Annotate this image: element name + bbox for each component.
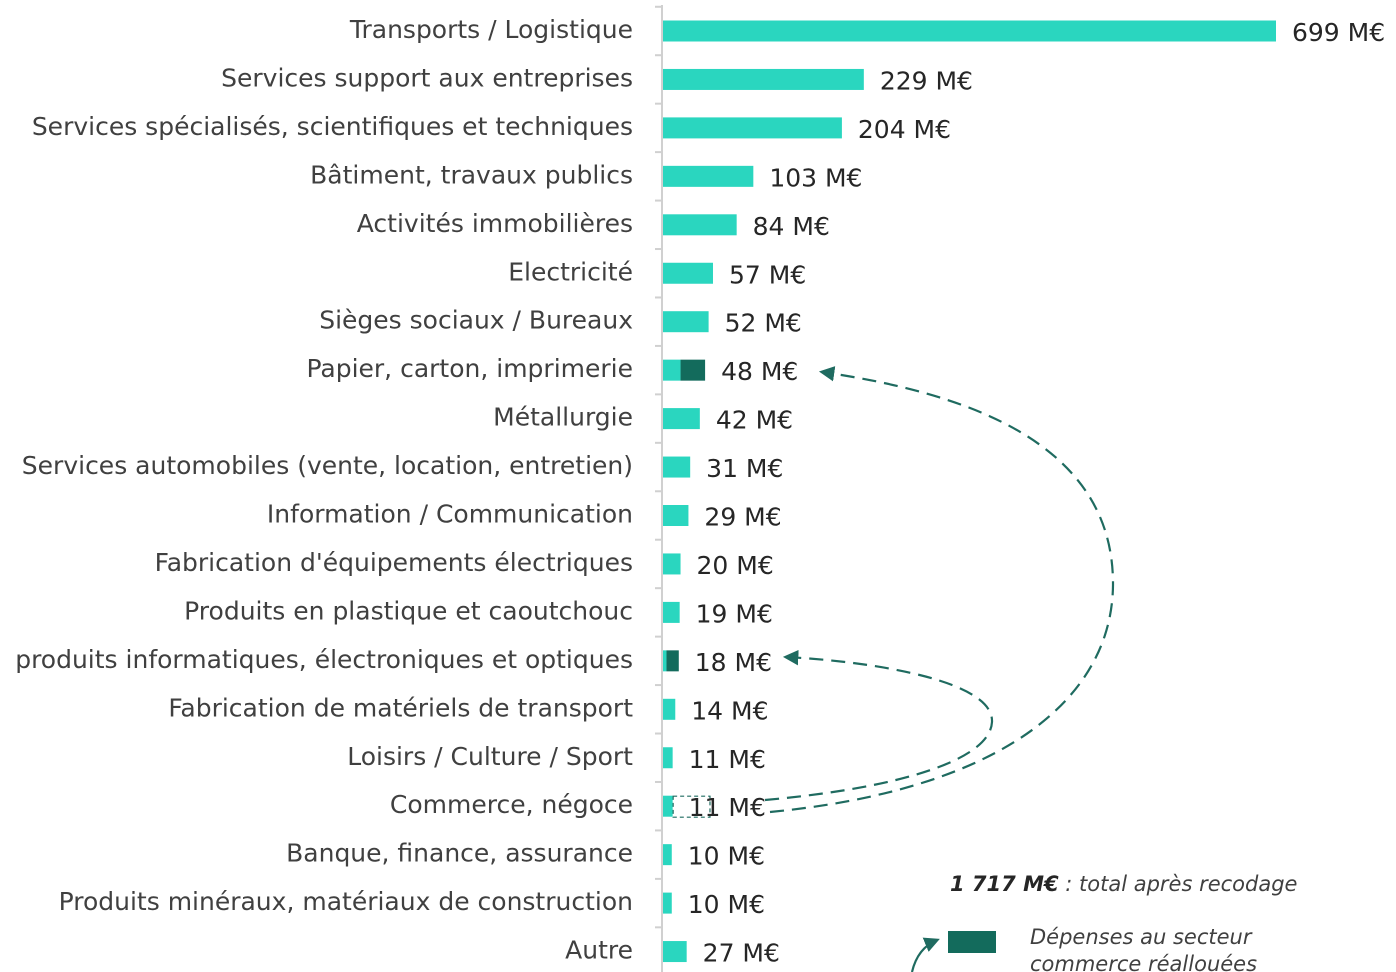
- category-label: Produits en plastique et caoutchouc: [184, 596, 633, 625]
- bar: [663, 117, 842, 139]
- removed-segment: [672, 795, 711, 818]
- bar: [663, 262, 713, 284]
- category-label: Papier, carton, imprimerie: [306, 354, 633, 383]
- value-label: 204 M€: [858, 115, 951, 144]
- bar: [663, 214, 737, 236]
- note-value: 1 717 M€: [950, 872, 1059, 896]
- category-label: Transports / Logistique: [349, 15, 633, 44]
- value-label: 31 M€: [706, 454, 783, 483]
- category-label: Sièges sociaux / Bureaux: [319, 306, 633, 335]
- category-label: Information / Communication: [267, 500, 633, 529]
- value-label: 48 M€: [721, 357, 798, 386]
- value-label: 14 M€: [691, 696, 768, 725]
- value-label: 27 M€: [703, 939, 780, 968]
- value-label: 29 M€: [704, 503, 781, 532]
- category-label: Fabrication de matériels de transport: [168, 693, 633, 722]
- value-label: 10 M€: [688, 842, 765, 871]
- bar: [663, 505, 689, 526]
- category-label: Services spécialisés, scientifiques et t…: [32, 112, 633, 141]
- bar: [663, 892, 672, 914]
- bar: [663, 20, 1276, 42]
- value-label: 699 M€: [1292, 18, 1385, 47]
- category-label: produits informatiques, électroniques et…: [15, 645, 633, 674]
- value-label: 42 M€: [716, 406, 793, 435]
- note: 1 717 M€ : total après recodage: [950, 872, 1297, 896]
- arrow: [769, 366, 1115, 814]
- bar: [663, 698, 676, 720]
- value-label: 20 M€: [697, 551, 774, 580]
- value-label: 18 M€: [695, 648, 772, 677]
- category-label: Produits minéraux, matériaux de construc…: [59, 887, 633, 916]
- bar: [663, 844, 672, 866]
- bar-reallocated: [680, 359, 706, 381]
- bar: [663, 165, 754, 187]
- value-label: 52 M€: [725, 309, 802, 338]
- bar: [663, 68, 864, 90]
- bar: [663, 650, 667, 672]
- bar: [663, 601, 680, 623]
- value-label: 11 M€: [689, 745, 766, 774]
- arrow: [764, 649, 994, 802]
- bar: [663, 553, 681, 575]
- bar: [663, 408, 700, 430]
- legend-swatch: [948, 931, 996, 953]
- category-label: Fabrication d'équipements électriques: [155, 548, 633, 577]
- arrow: [910, 937, 940, 972]
- value-label: 19 M€: [696, 599, 773, 628]
- value-label: 229 M€: [880, 66, 973, 95]
- value-label: 10 M€: [688, 890, 765, 919]
- category-label: Services automobiles (vente, location, e…: [22, 451, 633, 480]
- value-label: 57 M€: [729, 260, 806, 289]
- category-label: Electricité: [508, 257, 633, 286]
- category-label: Métallurgie: [493, 403, 633, 432]
- bar: [663, 456, 691, 478]
- bar-reallocated: [666, 650, 679, 672]
- bar: [663, 941, 687, 963]
- category-label: Bâtiment, travaux publics: [310, 160, 633, 189]
- legend-label: Dépenses au secteur commerce réallouées: [1030, 925, 1258, 972]
- category-label: Activités immobilières: [357, 209, 633, 238]
- bar: [663, 747, 673, 769]
- value-label: 11 M€: [689, 793, 766, 822]
- value-label: 84 M€: [753, 212, 830, 241]
- bar: [663, 311, 709, 333]
- category-label: Banque, finance, assurance: [286, 839, 633, 868]
- bar: [663, 795, 673, 817]
- category-label: Commerce, négoce: [390, 790, 633, 819]
- category-label: Services support aux entreprises: [221, 63, 633, 92]
- category-label: Autre: [565, 936, 633, 965]
- category-label: Loisirs / Culture / Sport: [347, 742, 633, 771]
- bar: [663, 359, 681, 381]
- value-label: 103 M€: [769, 163, 862, 192]
- note-text: : total après recodage: [1058, 872, 1298, 896]
